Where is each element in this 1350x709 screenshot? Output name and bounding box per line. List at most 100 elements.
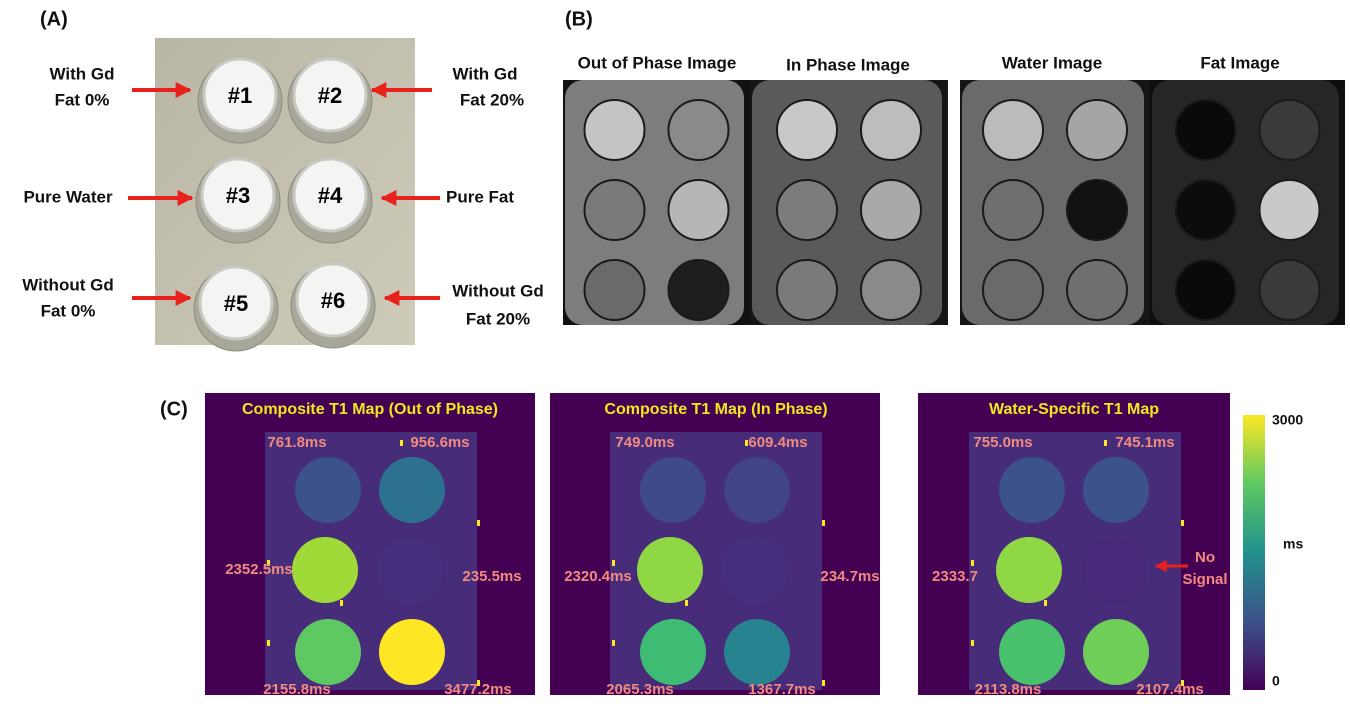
t1-value: 234.7ms	[820, 568, 879, 585]
vial	[1083, 619, 1149, 685]
image-title: Fat Image	[1200, 53, 1279, 72]
image-title: In Phase Image	[786, 55, 910, 74]
annotation: Signal	[1182, 571, 1227, 588]
vial	[777, 100, 837, 160]
map-title: Water-Specific T1 Map	[989, 401, 1159, 418]
vial	[1067, 180, 1127, 240]
colorbar-label: 0	[1272, 673, 1280, 689]
vial	[983, 180, 1043, 240]
t1-value: 1367.7ms	[748, 681, 816, 698]
vial	[669, 180, 729, 240]
speck	[340, 600, 343, 606]
vial	[1176, 260, 1236, 320]
t1-value: 755.0ms	[973, 434, 1032, 451]
vial	[640, 457, 706, 523]
vial	[999, 619, 1065, 685]
vial	[722, 537, 788, 603]
vial	[861, 260, 921, 320]
colorbar-label: 3000	[1272, 412, 1303, 428]
t1-value: 2352.5ms	[225, 561, 293, 578]
speck	[1104, 440, 1107, 446]
t1-value: 2320.4ms	[564, 568, 632, 585]
vial-label: #1	[228, 83, 252, 108]
vial	[1067, 100, 1127, 160]
map-title: Composite T1 Map (Out of Phase)	[242, 401, 498, 418]
photo	[155, 38, 415, 345]
vial	[996, 537, 1062, 603]
vial	[585, 180, 645, 240]
figure: (A) #1#2#3#4#5#6 With Gd Fat 0% With Gd …	[0, 0, 1350, 709]
t1-value: 745.1ms	[1115, 434, 1174, 451]
vial	[861, 180, 921, 240]
vial	[999, 457, 1065, 523]
colorbar	[1243, 415, 1265, 690]
vial	[295, 619, 361, 685]
annotation: Pure Fat	[446, 187, 514, 206]
annotation: No	[1195, 549, 1215, 566]
t1-value: 235.5ms	[462, 568, 521, 585]
t1-value: 2065.3ms	[606, 681, 674, 698]
annotation: Fat 0%	[41, 301, 96, 320]
t1-value: 3477.2ms	[444, 681, 512, 698]
vial	[377, 537, 443, 603]
speck	[612, 640, 615, 646]
vial	[379, 457, 445, 523]
speck	[822, 520, 825, 526]
speck	[400, 440, 403, 446]
vial	[983, 260, 1043, 320]
panel-label: (B)	[565, 8, 593, 30]
t1-value: 2155.8ms	[263, 681, 331, 698]
mr-images	[563, 80, 1345, 325]
vial	[295, 457, 361, 523]
colorbar-label: ms	[1283, 536, 1303, 552]
annotation: Fat 20%	[460, 90, 524, 109]
annotation: Fat 0%	[55, 90, 110, 109]
panel-label: (A)	[40, 8, 68, 30]
vial	[1260, 180, 1320, 240]
vial	[637, 537, 703, 603]
vial	[669, 260, 729, 320]
vial	[861, 100, 921, 160]
speck	[971, 560, 974, 566]
vial-label: #5	[224, 291, 248, 316]
vial	[777, 260, 837, 320]
image-title: Out of Phase Image	[578, 53, 737, 72]
speck	[971, 640, 974, 646]
speck	[267, 640, 270, 646]
vial	[1083, 457, 1149, 523]
vial-label: #6	[321, 288, 345, 313]
speck	[1044, 600, 1047, 606]
annotation: Fat 20%	[466, 309, 530, 328]
vial	[983, 100, 1043, 160]
t1-value: 956.6ms	[410, 434, 469, 451]
vial	[585, 260, 645, 320]
t1-value: 609.4ms	[748, 434, 807, 451]
vial	[777, 180, 837, 240]
vial	[724, 457, 790, 523]
annotation: Without Gd	[452, 281, 543, 300]
speck	[685, 600, 688, 606]
t1-value: 2107.4ms	[1136, 681, 1204, 698]
speck	[477, 520, 480, 526]
vial-label: #3	[226, 183, 250, 208]
t1-value: 2113.8ms	[975, 681, 1042, 698]
t1-maps	[205, 393, 1230, 695]
page: {"panel_a": {"label": "(A)", "vials": ["…	[0, 0, 1350, 709]
speck	[822, 680, 825, 686]
vial	[1260, 260, 1320, 320]
vial	[669, 100, 729, 160]
map-titles: Composite T1 Map (Out of Phase) Composit…	[242, 401, 1159, 418]
vial	[1081, 537, 1147, 603]
t1-value: 761.8ms	[267, 434, 326, 451]
vial-label: #2	[318, 83, 342, 108]
vial	[640, 619, 706, 685]
vial	[1176, 100, 1236, 160]
annotation: With Gd	[453, 64, 518, 83]
panel-label: (C)	[160, 398, 188, 420]
vial	[724, 619, 790, 685]
vial	[379, 619, 445, 685]
t1-value: 749.0ms	[615, 434, 674, 451]
annotation: Without Gd	[22, 275, 113, 294]
annotation: With Gd	[50, 64, 115, 83]
t1-value: 2333.7	[932, 568, 978, 585]
